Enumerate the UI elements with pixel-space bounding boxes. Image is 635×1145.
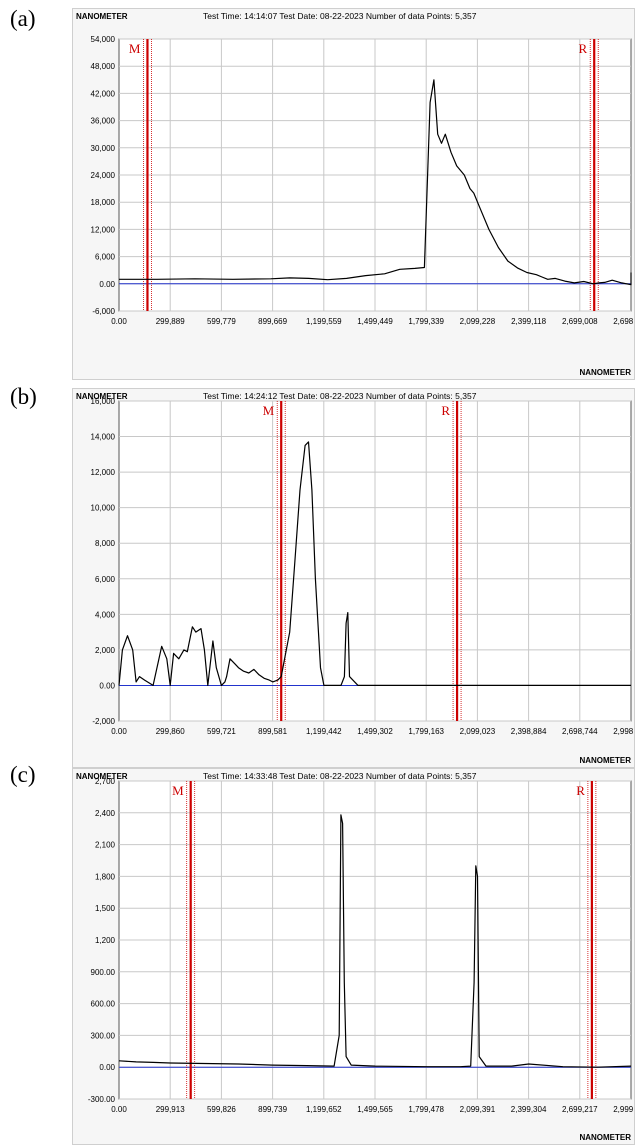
- y-tick-label: 54,000: [91, 35, 116, 44]
- panel-c-label: (c): [10, 762, 36, 787]
- x-tick-label: 599,721: [207, 727, 236, 736]
- chart-c: NANOMETER Test Time: 14:33:48 Test Date: …: [72, 768, 635, 1145]
- chart-header-info: Test Time: 14:24:12 Test Date: 08-22-202…: [203, 391, 477, 401]
- marker-r-label: R: [576, 783, 585, 798]
- x-tick-label: 1,199,442: [306, 727, 342, 736]
- y-tick-label: 14,000: [91, 433, 116, 442]
- x-tick-label: 599,779: [207, 317, 236, 326]
- x-tick-label: 299,889: [156, 317, 185, 326]
- y-tick-label: 24,000: [91, 171, 116, 180]
- x-tick-label: 2,698,744: [562, 727, 598, 736]
- x-tick-label: 899,669: [258, 317, 287, 326]
- x-tick-label: 2,699,217: [562, 1105, 598, 1114]
- x-tick-label: 1,499,302: [357, 727, 393, 736]
- x-tick-label: 1,799,339: [408, 317, 444, 326]
- x-tick-label: 2,099,391: [460, 1105, 496, 1114]
- x-tick-label: 2,399,118: [511, 317, 547, 326]
- y-tick-label: 300.00: [91, 1031, 116, 1040]
- y-tick-label: -300.00: [88, 1095, 116, 1104]
- x-tick-label: 599,826: [207, 1105, 236, 1114]
- x-tick-label: 299,913: [156, 1105, 185, 1114]
- marker-m-label: M: [263, 403, 275, 418]
- y-tick-label: 0.00: [99, 681, 115, 690]
- y-tick-label: 2,000: [95, 646, 116, 655]
- x-tick-label: 2,099,228: [460, 317, 496, 326]
- x-tick-label: 0.00: [111, 1105, 127, 1114]
- y-tick-label: 900.00: [91, 968, 116, 977]
- chart-b: NANOMETER Test Time: 14:24:12 Test Date: …: [72, 388, 635, 768]
- y-tick-label: 0.00: [99, 1063, 115, 1072]
- y-tick-label: 600.00: [91, 1000, 116, 1009]
- x-tick-label: 1,499,565: [357, 1105, 393, 1114]
- y-tick-label: 10,000: [91, 504, 116, 513]
- y-tick-label: 16,000: [91, 397, 116, 406]
- y-tick-label: 4,000: [95, 610, 116, 619]
- y-tick-label: 2,700: [95, 777, 116, 786]
- chart-a-svg: NANOMETER Test Time: 14:14:07 Test Date: …: [76, 11, 634, 377]
- x-tick-label: 0.00: [111, 317, 127, 326]
- x-tick-label: 1,799,478: [408, 1105, 444, 1114]
- data-series-line: [119, 79, 632, 286]
- data-series-line: [118, 814, 632, 1068]
- y-tick-label: -6,000: [92, 307, 115, 316]
- y-tick-label: 42,000: [91, 89, 116, 98]
- y-tick-label: 36,000: [91, 117, 116, 126]
- y-tick-label: 6,000: [95, 253, 116, 262]
- x-tick-label: 2,699,008: [562, 317, 598, 326]
- chart-header-info: Test Time: 14:33:48 Test Date: 08-22-202…: [203, 771, 477, 781]
- data-series-line: [118, 441, 631, 686]
- x-tick-label: 2,099,023: [460, 727, 496, 736]
- chart-a: NANOMETER Test Time: 14:14:07 Test Date: …: [72, 8, 635, 380]
- y-tick-label: 48,000: [91, 62, 116, 71]
- marker-m-label: M: [129, 41, 141, 56]
- x-tick-label: 1,199,559: [306, 317, 342, 326]
- marker-m-label: M: [172, 783, 184, 798]
- x-tick-label: 899,739: [258, 1105, 287, 1114]
- x-tick-label: 2,398,884: [511, 727, 547, 736]
- y-tick-label: 1,800: [95, 872, 116, 881]
- x-tick-label: 2,998,605: [613, 727, 634, 736]
- y-tick-label: -2,000: [92, 717, 115, 726]
- y-tick-label: 1,500: [95, 904, 116, 913]
- x-axis-label: NANOMETER: [579, 1133, 631, 1142]
- chart-header-label: NANOMETER: [76, 772, 128, 781]
- x-axis-label: NANOMETER: [579, 756, 631, 765]
- y-tick-label: 0.00: [99, 280, 115, 289]
- y-tick-label: 12,000: [91, 468, 116, 477]
- x-tick-label: 1,499,449: [357, 317, 393, 326]
- x-axis-label: NANOMETER: [579, 368, 631, 377]
- y-tick-label: 18,000: [91, 198, 116, 207]
- y-tick-label: 1,200: [95, 936, 116, 945]
- panel-a-label: (a): [10, 6, 36, 31]
- y-tick-label: 2,100: [95, 841, 116, 850]
- y-tick-label: 30,000: [91, 144, 116, 153]
- x-tick-label: 1,799,163: [408, 727, 444, 736]
- marker-r-label: R: [579, 41, 588, 56]
- chart-c-svg: NANOMETER Test Time: 14:33:48 Test Date: …: [76, 771, 634, 1142]
- y-tick-label: 6,000: [95, 575, 116, 584]
- x-tick-label: 1,199,652: [306, 1105, 342, 1114]
- x-tick-label: 299,860: [156, 727, 185, 736]
- panel-b-label: (b): [10, 384, 37, 409]
- y-tick-label: 2,400: [95, 809, 116, 818]
- chart-header-label: NANOMETER: [76, 12, 128, 21]
- chart-b-svg: NANOMETER Test Time: 14:24:12 Test Date: …: [76, 391, 634, 765]
- y-tick-label: 8,000: [95, 539, 116, 548]
- x-tick-label: 2,399,304: [511, 1105, 547, 1114]
- x-tick-label: 2,698,898: [613, 317, 634, 326]
- x-tick-label: 899,581: [258, 727, 287, 736]
- marker-r-label: R: [441, 403, 450, 418]
- x-tick-label: 0.00: [111, 727, 127, 736]
- y-tick-label: 12,000: [91, 225, 116, 234]
- x-tick-label: 2,999,130: [613, 1105, 634, 1114]
- chart-header-label: NANOMETER: [76, 392, 128, 401]
- chart-header-info: Test Time: 14:14:07 Test Date: 08-22-202…: [203, 11, 477, 21]
